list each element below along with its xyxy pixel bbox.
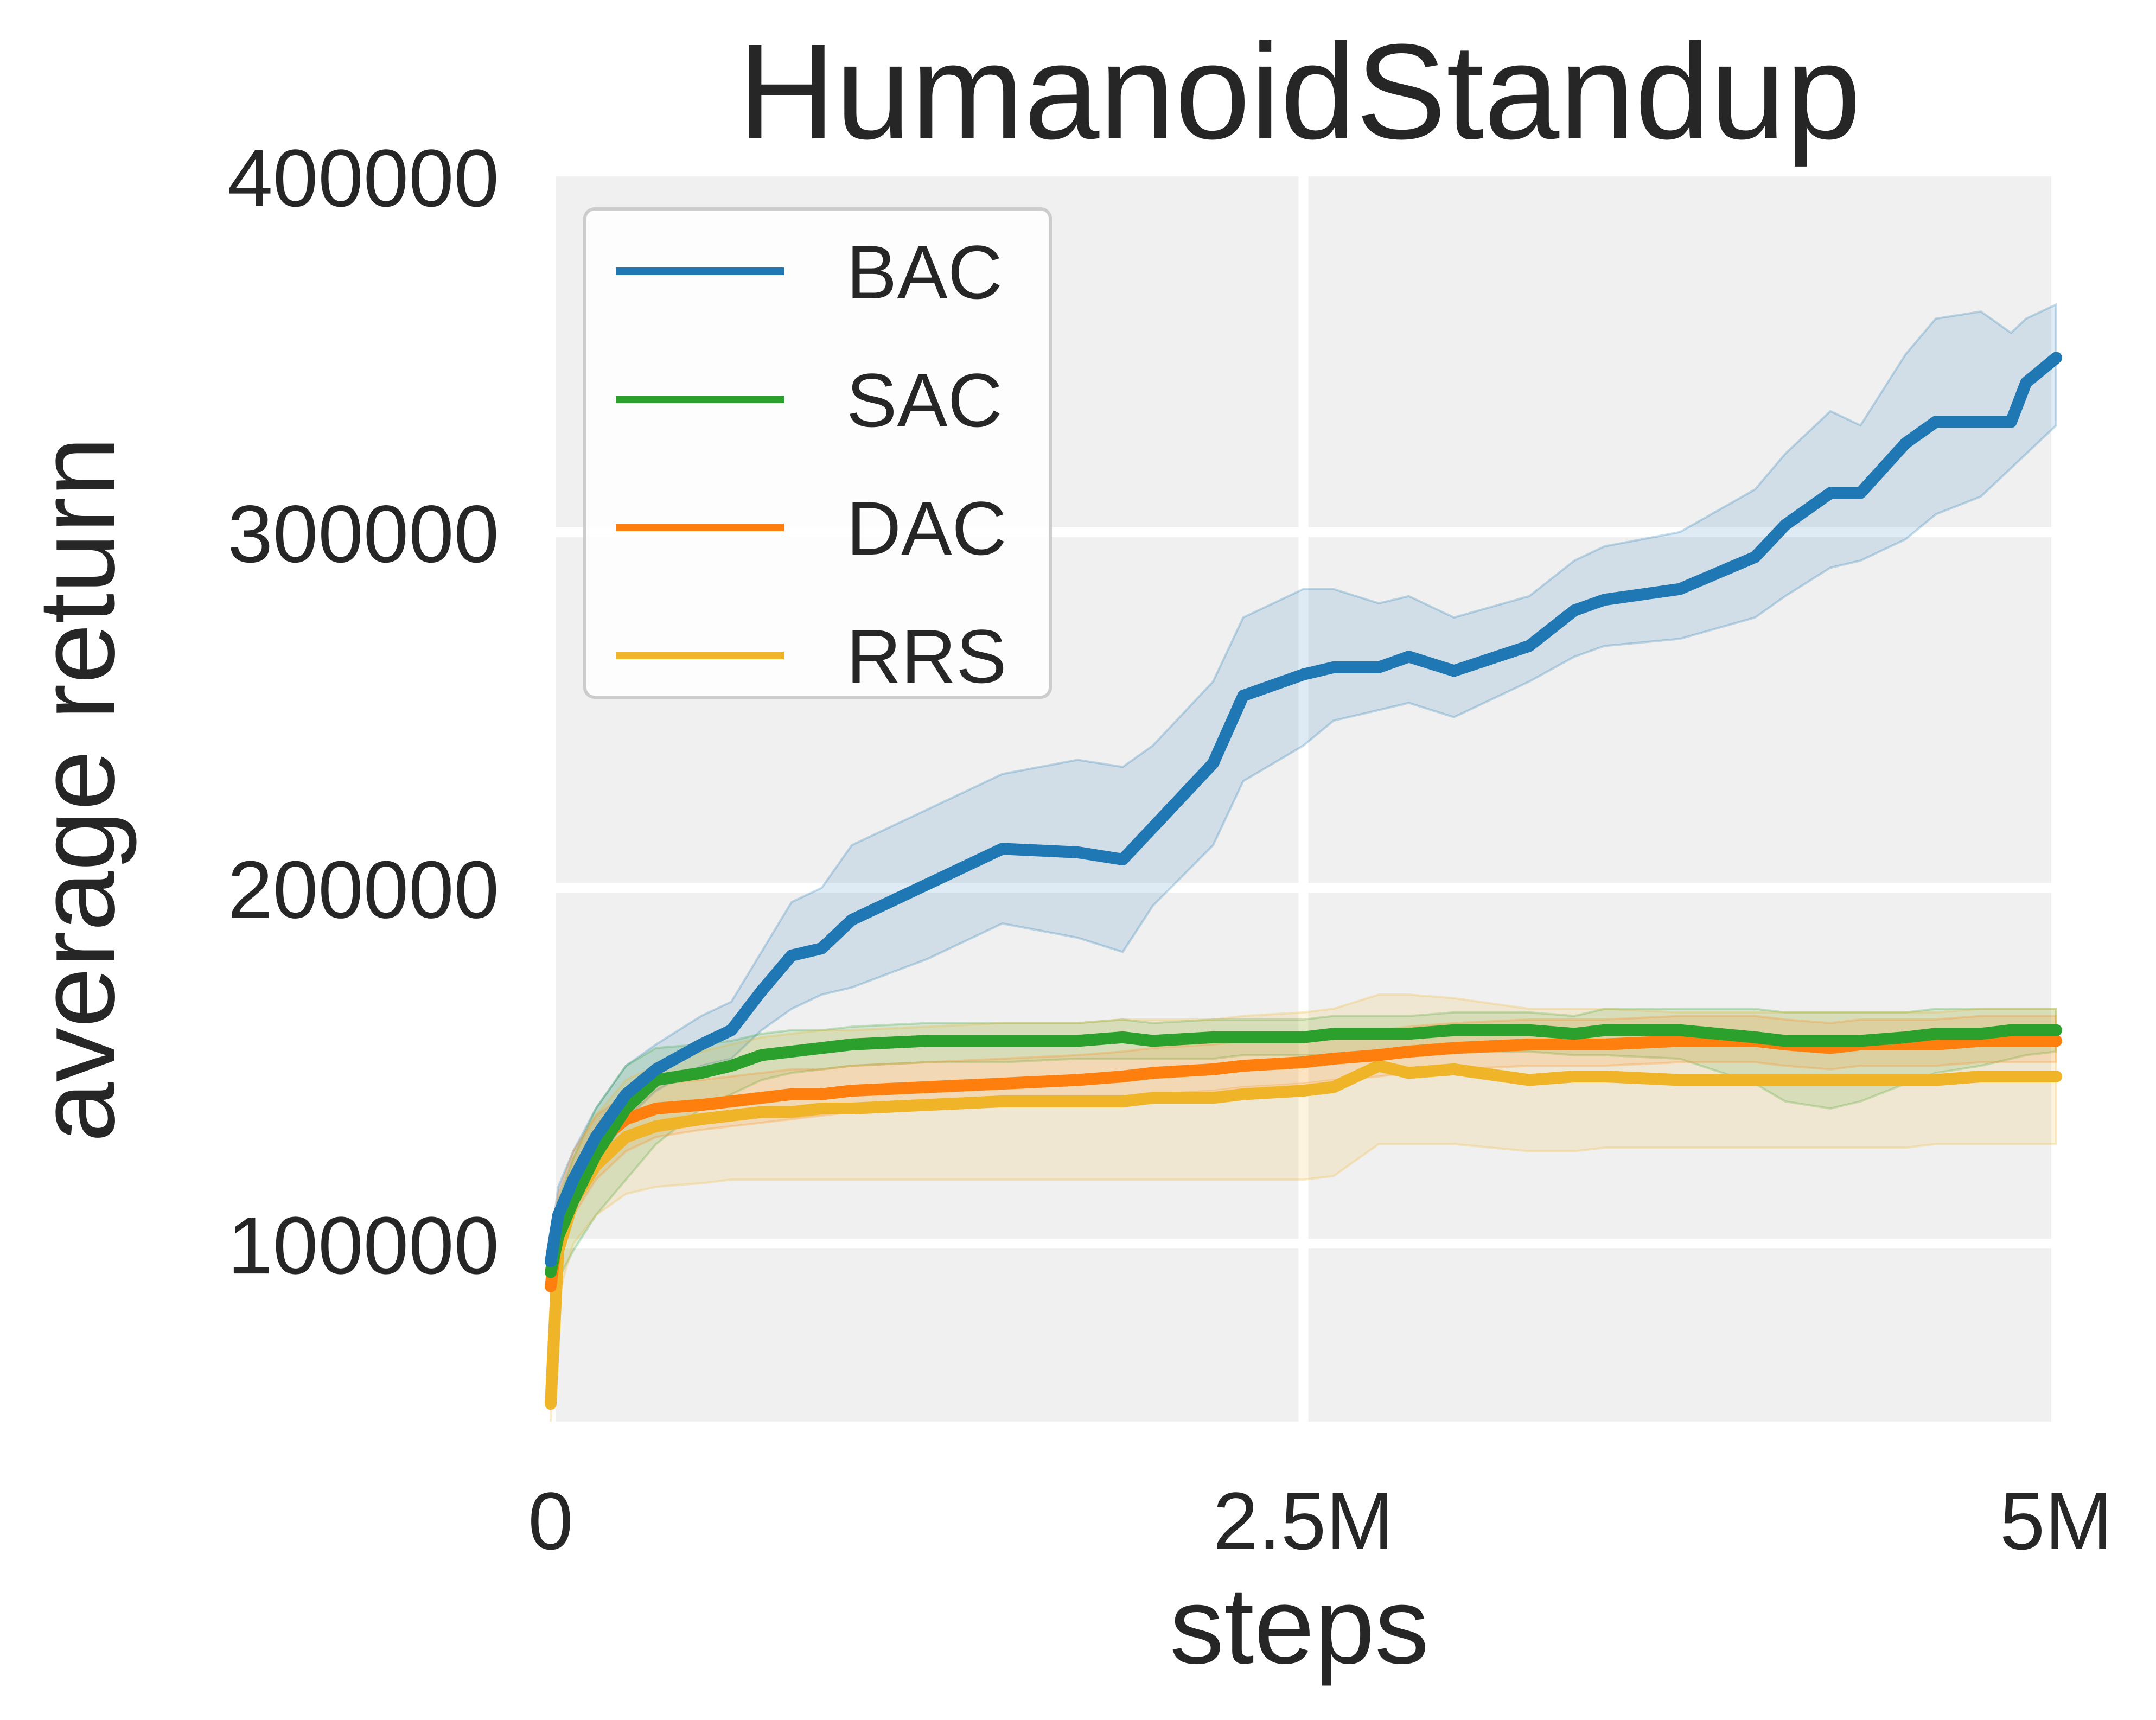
- legend: BAC SAC DAC RRS: [583, 207, 1052, 699]
- chart-title: HumanoidStandup: [738, 16, 1861, 167]
- x-axis-label: steps: [1170, 1565, 1429, 1686]
- legend-label-sac: SAC: [846, 358, 1003, 443]
- y-axis-label: average return: [16, 437, 137, 1143]
- legend-box: [583, 207, 1052, 699]
- y-tick-label: 100000: [227, 1200, 499, 1291]
- legend-label-bac: BAC: [846, 230, 1003, 315]
- x-tick-label: 2.5M: [1213, 1475, 1394, 1566]
- legend-label-dac: DAC: [846, 486, 1007, 571]
- rrs-series-line: [545, 1060, 2062, 1410]
- sac-series-line: [545, 1024, 2062, 1278]
- y-tick-label: 400000: [227, 132, 499, 224]
- series-lines: [545, 352, 2062, 1410]
- x-axis-ticks: 0 2.5M 5M: [528, 1475, 2113, 1566]
- y-tick-label: 300000: [227, 488, 499, 579]
- bac-confidence-band: [550, 302, 2057, 1280]
- y-axis-ticks: 100000 200000 300000 400000: [227, 132, 499, 1291]
- legend-label-rrs: RRS: [846, 614, 1007, 699]
- y-tick-label: 200000: [227, 844, 499, 935]
- bac-series-line: [545, 352, 2062, 1267]
- x-tick-label: 0: [528, 1475, 573, 1566]
- x-tick-label: 5M: [2000, 1475, 2113, 1566]
